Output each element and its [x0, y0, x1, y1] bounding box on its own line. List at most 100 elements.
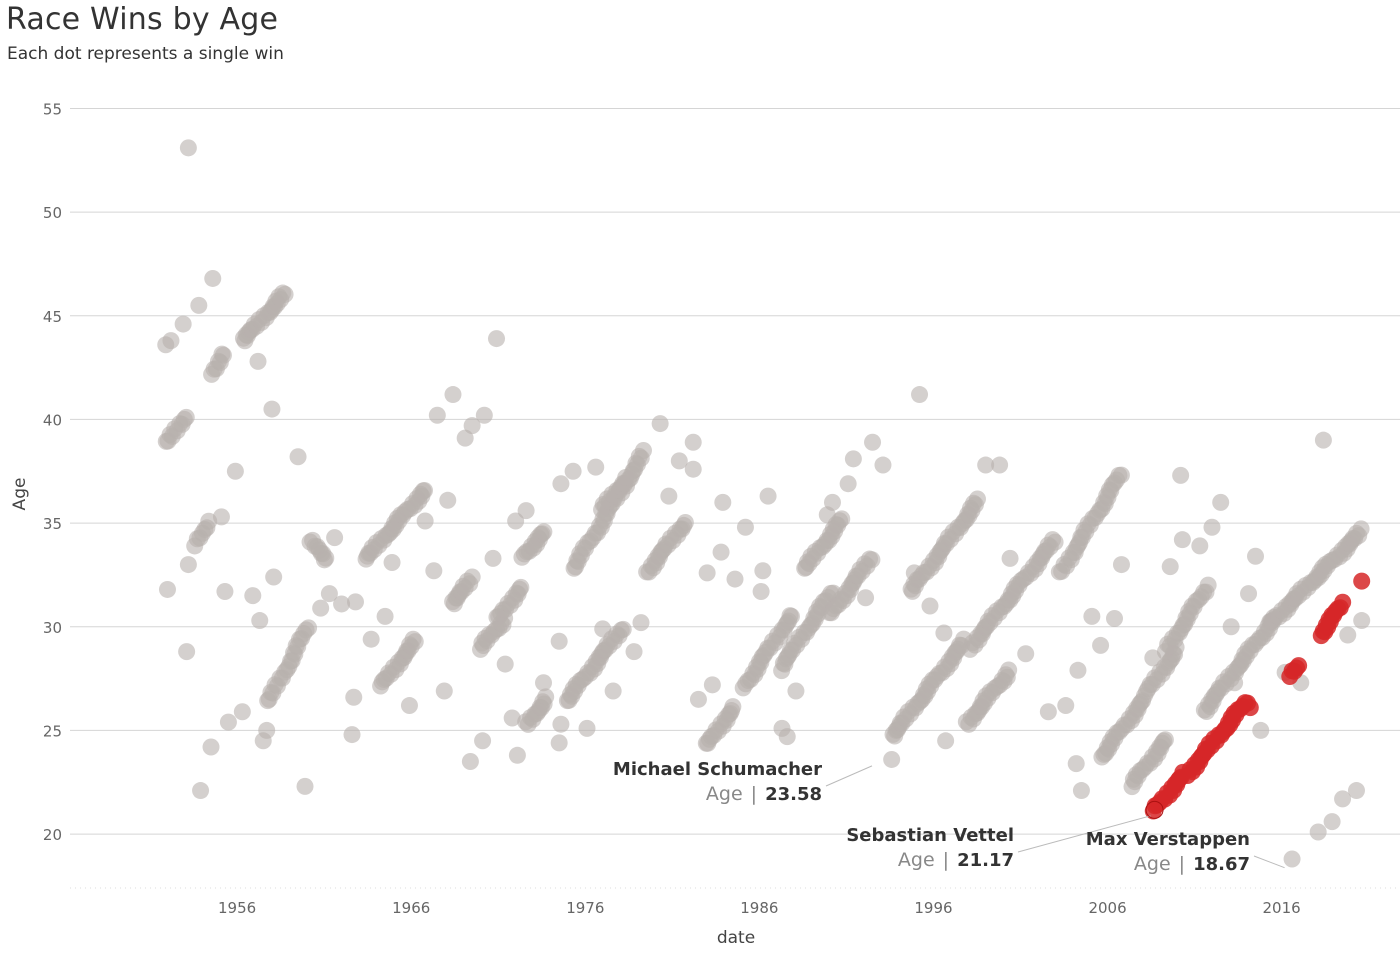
win-dot	[333, 595, 351, 613]
x-tick-labels: 1956 1966 1976 1986 1996 2006 2016	[218, 899, 1301, 917]
win-dot	[474, 732, 492, 750]
win-dot	[503, 709, 521, 727]
win-dot	[550, 632, 568, 650]
win-dot	[782, 607, 800, 625]
win-dot	[312, 599, 330, 617]
y-tick-label: 35	[43, 515, 62, 533]
win-dot	[736, 518, 754, 536]
win-dot	[507, 512, 525, 530]
win-dot	[1046, 533, 1064, 551]
win-dot	[651, 415, 669, 433]
win-dot	[1017, 645, 1035, 663]
win-dot	[456, 429, 474, 447]
win-dot	[883, 750, 901, 768]
win-dot	[212, 508, 230, 526]
win-dot	[604, 682, 622, 700]
annotation-age-label: Age	[706, 783, 743, 805]
win-dot	[416, 512, 434, 530]
highlight-win-dot	[1353, 572, 1371, 590]
win-dot	[179, 556, 197, 574]
x-tick-label: 1976	[566, 899, 604, 917]
annotation-driver-name: Max Verstappen	[1086, 829, 1250, 850]
win-dot	[1199, 576, 1217, 594]
y-tick-label: 20	[43, 826, 62, 844]
win-dot	[276, 285, 294, 303]
win-dot	[296, 777, 314, 795]
annotation-leader-line	[1253, 855, 1285, 869]
win-dot	[844, 450, 862, 468]
win-dot	[1226, 674, 1244, 692]
highlight-win-dot	[1241, 699, 1259, 717]
y-tick-labels: 20 25 30 35 40 45 50 55	[43, 100, 62, 844]
win-dot	[537, 688, 555, 706]
annotation-leader-line	[825, 765, 873, 787]
win-dot	[594, 620, 612, 638]
win-dot	[425, 562, 443, 580]
win-dot	[346, 593, 364, 611]
win-dot	[759, 487, 777, 505]
win-dot	[1309, 823, 1327, 841]
highlight-win-dot	[1290, 657, 1308, 675]
win-dot	[488, 330, 506, 348]
win-dot	[778, 728, 796, 746]
win-dot	[703, 676, 721, 694]
highlight-win-dot	[1334, 593, 1352, 611]
win-dot	[1334, 790, 1352, 808]
y-axis-title: Age	[10, 478, 30, 511]
win-dot	[254, 732, 272, 750]
win-dot	[1092, 636, 1110, 654]
win-dot	[444, 386, 462, 404]
win-dot	[190, 296, 208, 314]
win-dot	[179, 139, 197, 157]
win-dot	[676, 514, 694, 532]
x-tick-label: 2006	[1088, 899, 1126, 917]
annotation-separator: |	[1179, 853, 1185, 875]
win-dot	[617, 469, 635, 487]
win-dot	[587, 458, 605, 476]
win-dot	[578, 719, 596, 737]
annotation-point-ring	[1145, 800, 1164, 819]
win-dot	[1191, 537, 1209, 555]
win-dot	[911, 386, 929, 404]
x-axis-title: date	[717, 928, 755, 948]
win-dot	[634, 441, 652, 459]
win-dot	[158, 580, 176, 598]
win-dot	[857, 589, 875, 607]
win-dot	[265, 568, 283, 586]
win-dot	[317, 549, 335, 567]
points-highlight	[1144, 572, 1371, 820]
win-dot	[1057, 697, 1075, 715]
annotation-separator: |	[943, 849, 949, 871]
win-dot	[1172, 466, 1190, 484]
win-dot	[535, 674, 553, 692]
win-dot	[670, 452, 688, 470]
win-dot	[632, 614, 650, 632]
win-dot	[406, 633, 424, 651]
win-dot	[1283, 850, 1301, 868]
win-dot	[376, 607, 394, 625]
win-dot	[935, 624, 953, 642]
win-dot	[937, 732, 955, 750]
x-tick-label: 1966	[392, 899, 430, 917]
x-tick-label: 2016	[1263, 899, 1301, 917]
win-dot	[874, 456, 892, 474]
win-dot	[787, 682, 805, 700]
win-dot	[1352, 520, 1370, 538]
win-dot	[1222, 618, 1240, 636]
win-dot	[1067, 755, 1085, 773]
win-dot	[383, 553, 401, 571]
win-dot	[1252, 721, 1270, 739]
win-dot	[416, 481, 434, 499]
win-dot	[244, 587, 262, 605]
win-dot	[345, 688, 363, 706]
annotations: Michael Schumacher Age | 23.58 Sebastian Vet…	[613, 759, 1285, 875]
win-dot	[1314, 431, 1332, 449]
win-dot	[1039, 703, 1057, 721]
win-dot	[864, 433, 882, 451]
win-dot	[1083, 607, 1101, 625]
win-dot	[475, 406, 493, 424]
win-dot	[1347, 782, 1365, 800]
annotation-age-label: Age	[898, 849, 935, 871]
win-dot	[512, 578, 530, 596]
